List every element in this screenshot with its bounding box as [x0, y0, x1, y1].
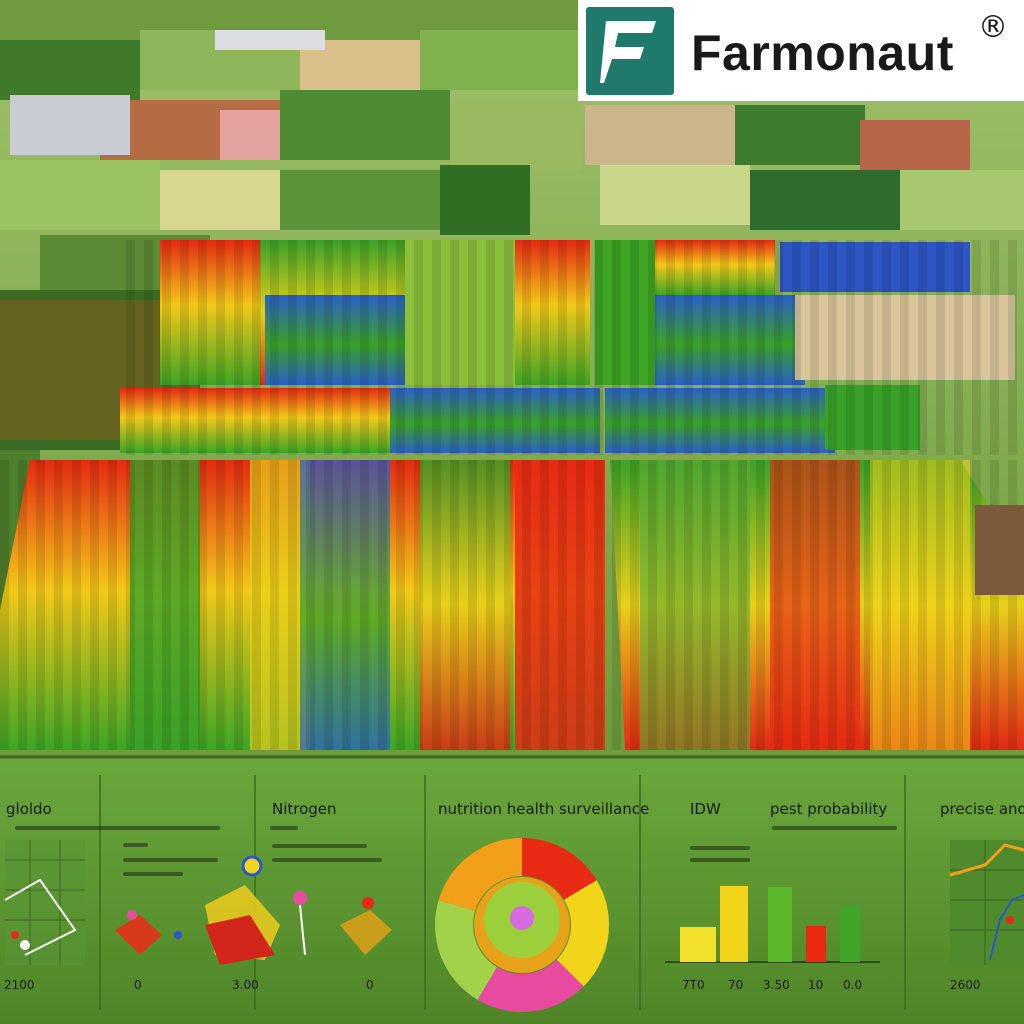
- brand-name: Farmonaut: [691, 25, 954, 81]
- text-placeholder: [270, 826, 298, 830]
- text-placeholder: [272, 844, 367, 848]
- axis-label: 70: [728, 978, 744, 992]
- crop-plots-upper: [120, 240, 1020, 455]
- crop-plots-lower: [0, 460, 1024, 750]
- panel-title-2: Nitrogen: [272, 800, 337, 818]
- axis-label: 7T0: [682, 978, 705, 992]
- brand-banner: Farmonaut ®: [578, 0, 1024, 101]
- axis-label: 3.50: [763, 978, 790, 992]
- donut-chart: [435, 838, 609, 1012]
- panel-title-4: IDW: [690, 800, 721, 818]
- panel-title-5: pest probability: [770, 800, 888, 818]
- panel-title-3: nutrition health surveillance: [438, 800, 650, 818]
- text-placeholder: [123, 858, 218, 862]
- axis-label: 2600: [950, 978, 981, 992]
- polygon-charts: [115, 855, 392, 965]
- mini-line-chart-right: [949, 840, 1024, 965]
- text-placeholder: [272, 858, 382, 862]
- panel-title-6: precise and: [940, 800, 1024, 818]
- text-placeholder: [15, 826, 220, 830]
- text-placeholder: [772, 826, 897, 830]
- panel-title-1: gloldo: [6, 800, 52, 818]
- axis-label: 0: [134, 978, 142, 992]
- axis-label: 3.00: [232, 978, 259, 992]
- axis-label: 0.0: [843, 978, 863, 992]
- text-placeholder: [123, 843, 148, 847]
- axis-label: 0: [366, 978, 374, 992]
- bar-chart: [665, 886, 880, 963]
- text-placeholder: [123, 872, 183, 876]
- registered-mark: ®: [978, 10, 1008, 45]
- mini-line-chart-left: [4, 840, 85, 965]
- text-placeholder: [690, 858, 750, 862]
- axis-label: 10: [808, 978, 824, 992]
- farmonaut-logo-icon: [586, 7, 674, 95]
- text-placeholder: [690, 846, 750, 850]
- axis-label: 2100: [4, 978, 35, 992]
